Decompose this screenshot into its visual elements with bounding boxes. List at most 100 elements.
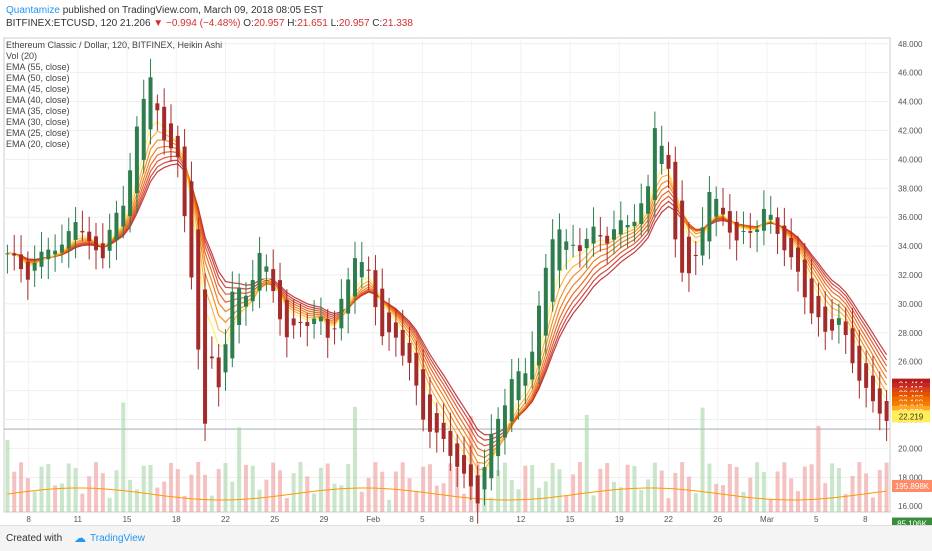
candle-body xyxy=(5,253,10,255)
y-tick-label: 44.000 xyxy=(898,98,923,107)
candle-body xyxy=(802,259,807,298)
volume-bar xyxy=(46,464,51,512)
candle-body xyxy=(441,422,446,439)
candle-body xyxy=(387,312,392,333)
legend-item[interactable]: EMA (30, close) xyxy=(6,117,70,127)
author-link[interactable]: Quantamize xyxy=(6,5,60,16)
volume-bar xyxy=(203,474,208,512)
volume-bar xyxy=(646,479,651,512)
candle-body xyxy=(128,170,133,217)
volume-bar xyxy=(189,474,194,512)
legend-item[interactable]: Vol (20) xyxy=(6,51,38,61)
volume-bar xyxy=(134,489,139,512)
volume-bar xyxy=(489,497,494,512)
candle-body xyxy=(618,220,623,235)
candle-body xyxy=(468,464,473,487)
legend-item[interactable]: EMA (50, close) xyxy=(6,73,70,83)
candle-body xyxy=(789,237,794,258)
legend-item[interactable]: EMA (20, close) xyxy=(6,139,70,149)
candle-body xyxy=(475,475,480,504)
candle-body xyxy=(816,295,821,318)
candle-body xyxy=(782,225,787,251)
volume-bar xyxy=(373,462,378,512)
candle-body xyxy=(243,295,248,307)
x-tick-label: 26 xyxy=(713,515,722,524)
y-tick-label: 42.000 xyxy=(898,126,923,135)
legend-item[interactable]: EMA (55, close) xyxy=(6,62,70,72)
volume-bars xyxy=(5,402,889,512)
last-price: 21.206 xyxy=(119,18,151,29)
candle-body xyxy=(652,128,657,200)
candle-body xyxy=(12,253,17,256)
candle-body xyxy=(727,211,732,233)
candle-body xyxy=(680,200,685,273)
candle-body xyxy=(448,430,453,456)
candle-body xyxy=(489,433,494,479)
volume-bar xyxy=(598,468,603,512)
volume-bar xyxy=(830,463,835,512)
published-text: published on TradingView.com, March 09, … xyxy=(62,5,324,16)
candle-body xyxy=(175,135,180,158)
candle-body xyxy=(284,299,289,338)
y-tick-label: 46.000 xyxy=(898,69,923,78)
legend-item[interactable]: EMA (35, close) xyxy=(6,106,70,116)
volume-bar xyxy=(414,491,419,512)
volume-bar xyxy=(537,487,542,512)
candle-body xyxy=(87,231,92,242)
candle-body xyxy=(625,225,630,228)
volume-bar xyxy=(516,489,521,512)
candle-body xyxy=(155,103,160,111)
candle-body xyxy=(359,262,364,278)
candle-body xyxy=(53,250,58,255)
y-tick-label: 20.000 xyxy=(898,444,923,453)
volume-bar xyxy=(421,466,426,512)
volume-bar xyxy=(802,466,807,512)
volume-bar xyxy=(312,493,317,512)
tradingview-link[interactable]: TradingView xyxy=(90,533,146,544)
volume-bar xyxy=(94,462,99,512)
ema-ribbon xyxy=(7,120,888,479)
volume-bar xyxy=(196,462,201,512)
legend-item[interactable]: EMA (40, close) xyxy=(6,95,70,105)
volume-bar xyxy=(380,471,385,512)
volume-bar xyxy=(775,471,780,512)
candle-body xyxy=(775,217,780,234)
candle-body xyxy=(857,345,862,381)
candle-body xyxy=(400,330,405,356)
volume-bar xyxy=(755,462,760,512)
candle-body xyxy=(25,261,30,280)
candle-body xyxy=(168,123,173,149)
volume-bar xyxy=(114,470,119,512)
x-tick-label: 15 xyxy=(123,515,132,524)
candle-body xyxy=(870,375,875,402)
candle-body xyxy=(795,247,800,272)
volume-bar xyxy=(748,477,753,512)
volume-bar xyxy=(680,462,685,512)
candle-body xyxy=(530,351,535,380)
volume-bar xyxy=(571,474,576,512)
price-chart[interactable]: 16.00018.00020.00022.00024.00026.00028.0… xyxy=(0,30,932,525)
volume-bar xyxy=(209,495,214,512)
volume-bar xyxy=(877,470,882,512)
legend-item[interactable]: EMA (45, close) xyxy=(6,84,70,94)
volume-bar xyxy=(700,407,705,512)
volume-bar xyxy=(639,489,644,512)
volume-bar xyxy=(318,467,323,512)
volume-bar xyxy=(325,463,330,512)
volume-bar xyxy=(155,487,160,512)
volume-bar xyxy=(850,475,855,512)
candle-body xyxy=(264,266,269,272)
volume-bar xyxy=(618,487,623,512)
candle-body xyxy=(605,235,610,244)
x-tick-label: 11 xyxy=(74,515,83,524)
candle-body xyxy=(189,181,194,278)
candle-body xyxy=(114,212,119,241)
ticker-line: BITFINEX:ETCUSD, 120 21.206 ▼ −0.994 (−4… xyxy=(6,18,413,29)
volume-bar xyxy=(809,464,814,512)
legend-item[interactable]: EMA (25, close) xyxy=(6,128,70,138)
x-tick-label: 25 xyxy=(270,515,279,524)
volume-bar xyxy=(673,472,678,512)
candle-body xyxy=(427,394,432,432)
candle-body xyxy=(380,288,385,337)
volume-tag-label: 195.898K xyxy=(895,482,930,491)
